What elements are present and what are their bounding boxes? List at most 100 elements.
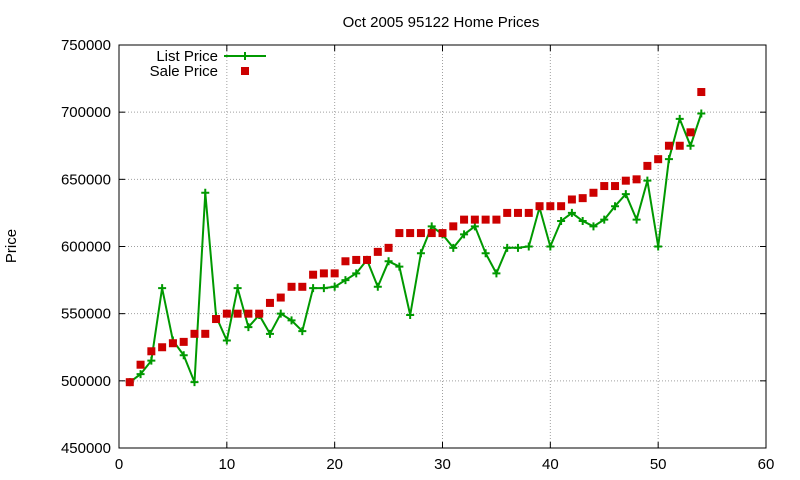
series-line-list-price bbox=[129, 113, 703, 384]
sale-price-marker bbox=[384, 243, 393, 252]
list-price-marker bbox=[373, 282, 382, 291]
list-price-marker bbox=[384, 257, 393, 266]
sale-price-marker bbox=[276, 293, 285, 302]
list-price-marker bbox=[557, 216, 566, 225]
legend: List Price Sale Price bbox=[150, 48, 266, 80]
list-price-marker bbox=[309, 284, 318, 293]
sale-price-marker bbox=[406, 229, 415, 238]
sale-price-marker bbox=[503, 208, 512, 217]
x-tick-label: 20 bbox=[326, 456, 343, 473]
sale-price-marker bbox=[147, 347, 156, 356]
grid-lines bbox=[119, 45, 766, 448]
sale-price-marker bbox=[621, 176, 630, 185]
sale-price-marker bbox=[481, 215, 490, 224]
chart-title: Oct 2005 95122 Home Prices bbox=[343, 14, 540, 31]
list-price-marker bbox=[621, 190, 630, 199]
axis-ticks: 0 10 20 30 40 50 60 450000 500000 550000 600000 650… bbox=[61, 37, 774, 473]
legend-marker-list-price bbox=[241, 52, 249, 60]
sale-price-marker bbox=[557, 202, 566, 211]
legend-label-list-price: List Price bbox=[156, 48, 218, 65]
sale-price-marker bbox=[416, 229, 425, 238]
list-price-marker bbox=[611, 202, 620, 211]
y-tick-label: 550000 bbox=[61, 306, 111, 323]
list-price-marker bbox=[686, 141, 695, 150]
x-tick-label: 30 bbox=[434, 456, 451, 473]
list-price-marker bbox=[298, 327, 307, 336]
sale-price-marker bbox=[546, 202, 555, 211]
sale-price-marker bbox=[309, 270, 318, 279]
sale-price-marker bbox=[212, 315, 221, 324]
list-price-marker bbox=[287, 316, 296, 325]
list-price-marker bbox=[276, 309, 285, 318]
list-price-marker bbox=[578, 216, 587, 225]
y-tick-label: 450000 bbox=[61, 440, 111, 457]
sale-price-marker bbox=[535, 202, 544, 211]
legend-label-sale-price: Sale Price bbox=[150, 63, 218, 80]
sale-price-marker bbox=[611, 182, 620, 191]
sale-price-marker bbox=[168, 339, 177, 348]
sale-price-marker bbox=[524, 208, 533, 217]
list-price-marker bbox=[643, 176, 652, 185]
sale-price-marker bbox=[438, 229, 447, 238]
list-price-marker bbox=[233, 284, 242, 293]
x-tick-label: 0 bbox=[115, 456, 123, 473]
list-price-marker bbox=[147, 356, 156, 365]
list-price-marker bbox=[460, 230, 469, 239]
sale-price-marker bbox=[427, 229, 436, 238]
sale-price-marker bbox=[222, 309, 231, 318]
list-price-marker bbox=[395, 262, 404, 271]
list-price-marker bbox=[341, 276, 350, 285]
sale-price-marker bbox=[686, 128, 695, 137]
x-tick-label: 10 bbox=[218, 456, 235, 473]
sale-price-marker bbox=[643, 161, 652, 170]
list-price-marker bbox=[503, 243, 512, 252]
sale-price-marker bbox=[265, 298, 274, 307]
y-tick-label: 700000 bbox=[61, 104, 111, 121]
sale-price-marker bbox=[352, 255, 361, 264]
sale-price-marker bbox=[125, 378, 134, 387]
sale-price-marker bbox=[363, 255, 372, 264]
list-price-marker bbox=[675, 114, 684, 123]
list-price-marker bbox=[600, 215, 609, 224]
sale-price-marker bbox=[449, 222, 458, 231]
sale-price-marker bbox=[578, 194, 587, 203]
sale-price-marker bbox=[287, 282, 296, 291]
y-tick-label: 650000 bbox=[61, 171, 111, 188]
list-price-marker bbox=[265, 329, 274, 338]
plot-frame bbox=[118, 44, 767, 449]
list-price-marker bbox=[546, 242, 555, 251]
list-price-marker bbox=[697, 109, 706, 118]
list-price-marker bbox=[406, 311, 415, 320]
list-price-marker bbox=[416, 249, 425, 258]
sale-price-marker bbox=[190, 329, 199, 338]
sale-price-marker bbox=[255, 309, 264, 318]
list-price-marker bbox=[179, 351, 188, 360]
sale-price-marker bbox=[600, 182, 609, 191]
sale-price-marker bbox=[589, 188, 598, 197]
sale-price-marker bbox=[233, 309, 242, 318]
y-tick-label: 750000 bbox=[61, 37, 111, 54]
list-price-marker bbox=[190, 378, 199, 387]
x-tick-label: 50 bbox=[650, 456, 667, 473]
sale-price-marker bbox=[330, 269, 339, 278]
sale-price-marker bbox=[179, 337, 188, 346]
list-price-marker bbox=[244, 323, 253, 332]
list-price-marker bbox=[201, 188, 210, 197]
x-tick-label: 60 bbox=[758, 456, 775, 473]
sale-price-marker bbox=[319, 269, 328, 278]
list-price-marker bbox=[513, 243, 522, 252]
y-tick-label: 600000 bbox=[61, 239, 111, 256]
series-layer bbox=[125, 88, 706, 387]
sale-price-marker bbox=[201, 329, 210, 338]
sale-price-marker bbox=[697, 88, 706, 97]
sale-price-marker bbox=[341, 257, 350, 266]
list-price-marker bbox=[589, 222, 598, 231]
sale-price-marker bbox=[513, 208, 522, 217]
list-price-marker bbox=[136, 370, 145, 379]
sale-price-marker bbox=[136, 360, 145, 369]
list-price-marker bbox=[470, 222, 479, 231]
list-price-marker bbox=[632, 215, 641, 224]
list-price-marker bbox=[222, 336, 231, 345]
